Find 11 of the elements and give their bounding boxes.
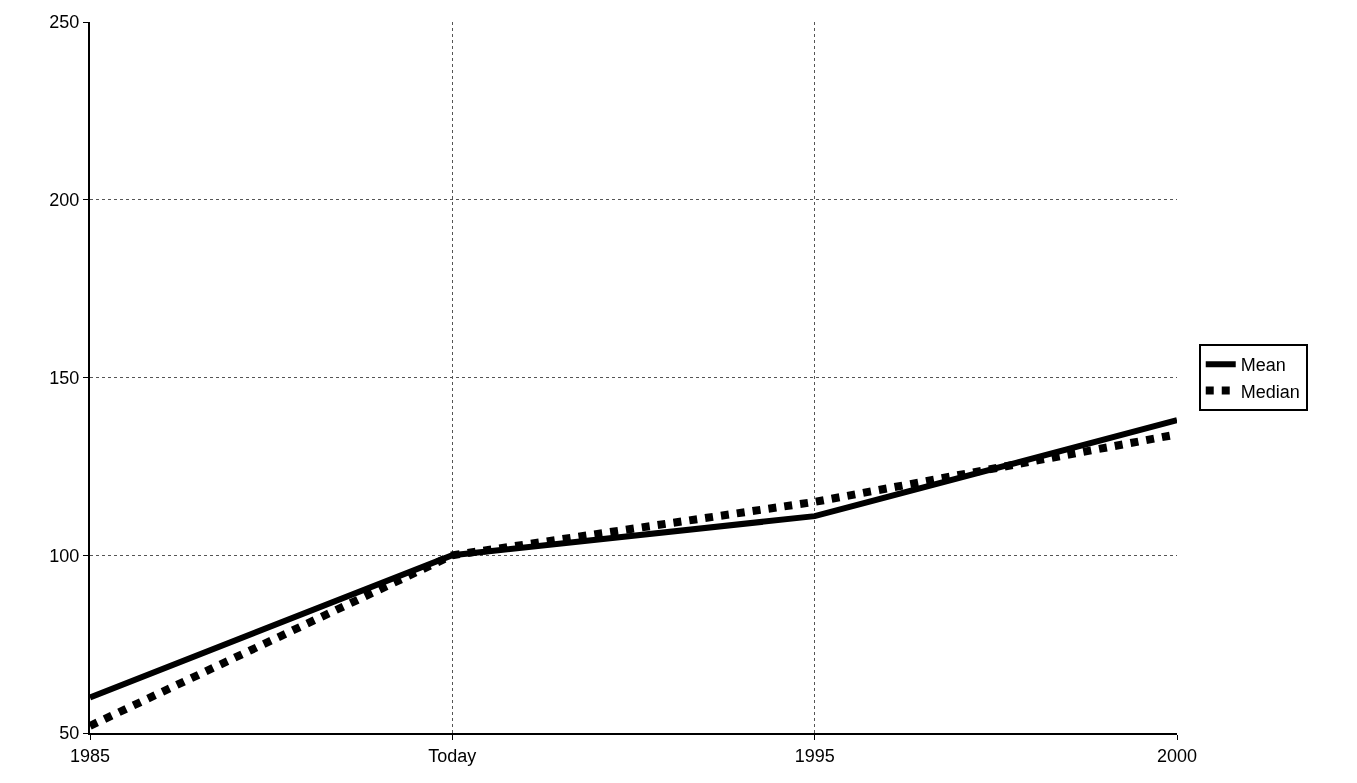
y-tick-label: 200 <box>49 190 80 211</box>
legend-label: Mean <box>1240 355 1286 376</box>
legend-label: Median <box>1240 381 1300 402</box>
x-tick-label: 1985 <box>69 745 111 766</box>
y-tick-label: 100 <box>49 545 80 566</box>
y-tick-label: 150 <box>49 367 80 388</box>
x-tick-label: Today <box>428 745 477 766</box>
x-tick-label: 2000 <box>1156 745 1198 766</box>
y-tick-label: 250 <box>49 12 80 33</box>
y-tick-label: 50 <box>59 723 80 744</box>
x-tick-label: 1995 <box>794 745 835 766</box>
